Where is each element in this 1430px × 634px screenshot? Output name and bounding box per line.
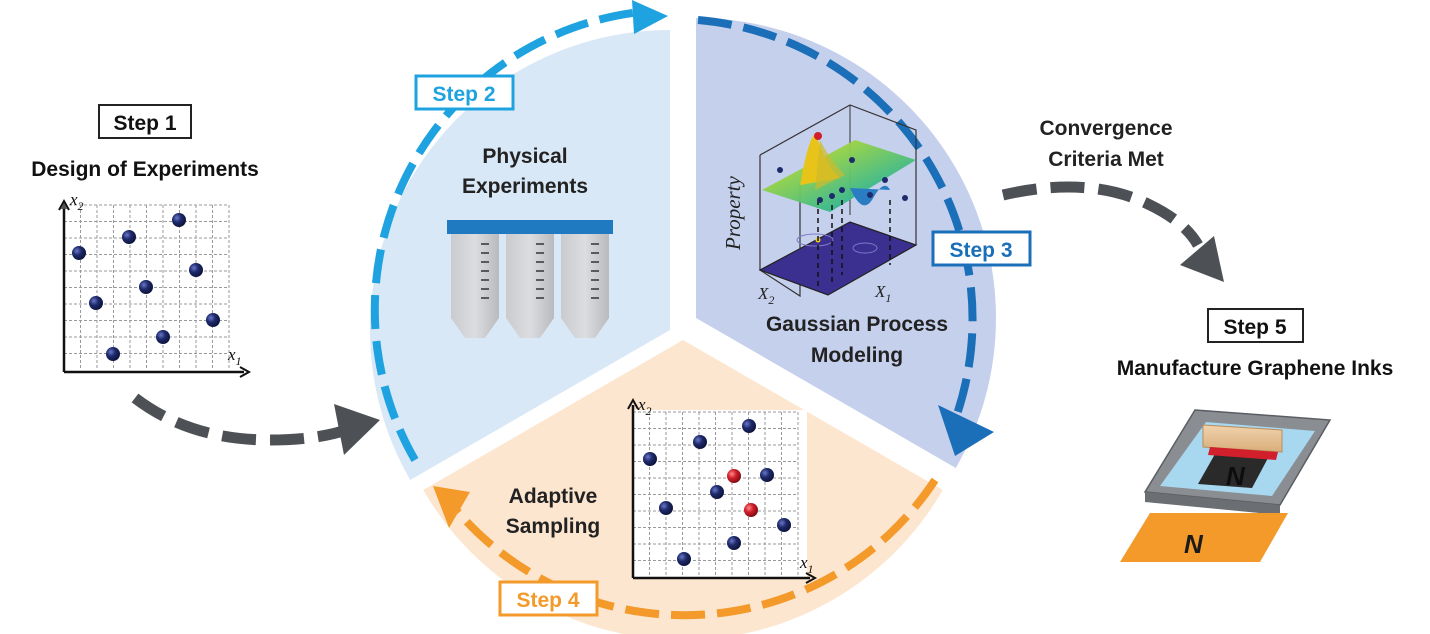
step2-panel: Step 2 Physical Experiments	[414, 74, 613, 338]
doe-sample-point	[106, 347, 120, 361]
step4-badge-box	[498, 580, 599, 617]
screen-print-letter: N	[1226, 461, 1246, 491]
step4-arrow-head	[433, 486, 470, 528]
step3-badge-box	[931, 230, 1032, 267]
doe-sample-point	[139, 280, 153, 294]
step4-panel: Adaptive Sampling x2 x1 Step 4	[498, 395, 818, 617]
step3-panel: Property X2 X1 Step 3 Gaussian Process M…	[721, 104, 1032, 367]
adaptive-sample-point	[727, 469, 741, 483]
doe-sample-point	[156, 330, 170, 344]
step4-x-axis-head	[805, 572, 818, 584]
cycle-arrows	[370, 0, 994, 620]
arrow-step1-to-step2	[131, 393, 380, 455]
step4-cycle-arc	[448, 477, 939, 620]
step1-x-axis-head	[239, 366, 252, 378]
step3-badge: Step 3	[949, 239, 1012, 262]
step1-badge: Step 1	[113, 112, 176, 135]
gp-surface-plot: Property X2 X1	[721, 104, 918, 307]
step1-panel: Step 1 Design of Experiments x2 x1	[31, 104, 259, 378]
step1-doe-plot: x2 x1	[58, 190, 252, 378]
step1-y-label: x2	[69, 190, 84, 213]
step2-cycle-arc	[370, 8, 641, 462]
convergence-line2: Criteria Met	[1048, 148, 1164, 171]
doe-sample-point	[693, 435, 707, 449]
doe-sample-point	[189, 263, 203, 277]
step5-badge: Step 5	[1223, 316, 1286, 339]
gp-contour-floor	[758, 221, 918, 296]
doe-sample-point	[72, 246, 86, 260]
doe-sample-point	[760, 468, 774, 482]
convergence-line1: Convergence	[1039, 117, 1172, 140]
step1-title: Design of Experiments	[31, 158, 259, 181]
step2-title-line2: Experiments	[462, 175, 588, 198]
step3-cycle-arc	[697, 16, 977, 422]
step5-panel: Step 5 Manufacture Graphene Inks N N	[1117, 308, 1394, 562]
test-tube	[502, 220, 558, 338]
step4-sample-points	[643, 419, 791, 566]
step1-badge-box	[98, 104, 192, 139]
doe-sample-point	[172, 213, 186, 227]
step1-sample-points	[72, 213, 220, 361]
step3-title-line1: Gaussian Process	[766, 313, 948, 336]
test-tubes	[447, 220, 613, 338]
step1-y-axis-head	[58, 198, 70, 211]
arrow-step3-to-step5	[1001, 181, 1224, 282]
step2-title-line1: Physical	[482, 145, 567, 168]
doe-sample-point	[659, 501, 673, 515]
doe-sample-point	[122, 230, 136, 244]
step5-title: Manufacture Graphene Inks	[1117, 357, 1394, 380]
step5-badge-box	[1207, 308, 1304, 343]
doe-sample-point	[710, 485, 724, 499]
doe-sample-point	[727, 536, 741, 550]
printed-substrate	[1120, 513, 1288, 562]
step4-title-line2: Sampling	[506, 515, 601, 538]
convergence-panel: Convergence Criteria Met	[1001, 117, 1224, 282]
step4-sampling-plot: x2 x1	[627, 395, 818, 584]
step4-title-line1: Adaptive	[509, 485, 598, 508]
doe-sample-point	[677, 552, 691, 566]
gp-x1-axis-label: X1	[874, 282, 891, 305]
test-tube	[557, 220, 613, 338]
step4-y-label: x2	[637, 395, 652, 418]
gp-observed-points	[777, 132, 908, 203]
step4-badge: Step 4	[516, 589, 579, 612]
adaptive-sample-point	[744, 503, 758, 517]
test-tube	[447, 220, 503, 338]
step3-title-line2: Modeling	[811, 344, 903, 367]
step2-arrow-head	[632, 0, 668, 34]
screen-printer-illustration: N N	[1120, 409, 1332, 562]
step4-x-label: x1	[799, 553, 814, 576]
doe-sample-point	[742, 419, 756, 433]
gp-z-axis-label: Property	[721, 175, 745, 251]
step2-badge: Step 2	[432, 83, 495, 106]
doe-sample-point	[89, 296, 103, 310]
doe-sample-point	[777, 518, 791, 532]
substrate-print-letter: N	[1184, 529, 1204, 559]
gp-x2-axis-label: X2	[757, 284, 774, 307]
step4-y-axis-head	[627, 397, 639, 410]
doe-sample-point	[643, 452, 657, 466]
doe-sample-point	[206, 313, 220, 327]
step3-arrow-head	[938, 405, 994, 456]
step2-badge-box	[414, 74, 515, 111]
step1-x-label: x1	[227, 345, 242, 368]
squeegee-handle	[1202, 424, 1283, 453]
